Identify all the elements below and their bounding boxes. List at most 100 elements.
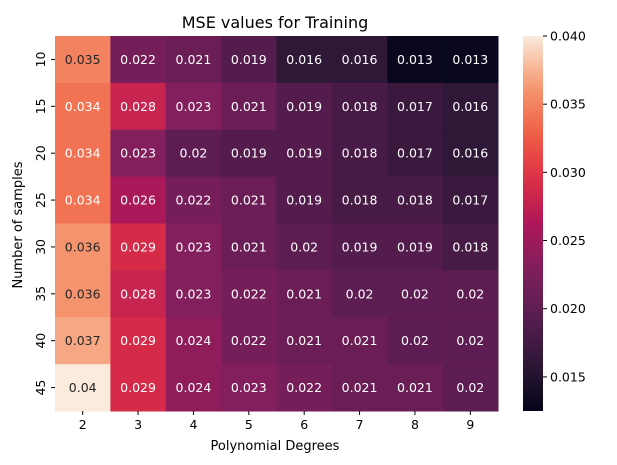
heatmap-cell — [442, 270, 499, 318]
heatmap-cell — [387, 223, 444, 271]
y-tick-label: 15 — [33, 98, 48, 114]
cell-value-label: 0.04 — [69, 380, 97, 395]
cell-value-label: 0.02 — [401, 333, 429, 348]
heatmap-cell — [387, 82, 444, 131]
y-axis-label: Number of samples — [11, 161, 26, 288]
heatmap-cell — [165, 176, 222, 224]
cell-value-label: 0.023 — [176, 286, 212, 301]
heatmap-cell — [276, 82, 333, 131]
heatmap-cell — [331, 317, 388, 365]
heatmap-cell — [110, 176, 167, 224]
heatmap-cell — [221, 129, 277, 178]
heatmap-cell — [442, 364, 499, 412]
cell-value-label: 0.019 — [231, 52, 267, 67]
cell-value-label: 0.035 — [65, 52, 101, 67]
cell-value-label: 0.036 — [65, 286, 101, 301]
cell-value-label: 0.016 — [452, 99, 488, 114]
cell-value-label: 0.02 — [346, 286, 374, 301]
cell-value-label: 0.021 — [176, 52, 212, 67]
cell-value-label: 0.016 — [286, 52, 322, 67]
cell-value-label: 0.019 — [286, 99, 322, 114]
heatmap-cell — [331, 176, 388, 224]
heatmap-cell — [165, 317, 222, 365]
heatmap-cell — [442, 129, 499, 178]
x-tick-label: 2 — [79, 417, 87, 432]
cell-value-label: 0.037 — [65, 333, 101, 348]
heatmap-cell — [387, 364, 444, 412]
cell-value-label: 0.029 — [120, 380, 156, 395]
cell-value-label: 0.019 — [397, 239, 433, 254]
cell-value-label: 0.034 — [65, 193, 101, 208]
cell-value-label: 0.024 — [176, 333, 212, 348]
heatmap-cell — [442, 223, 499, 271]
cell-value-label: 0.026 — [120, 193, 156, 208]
heatmap-cell — [110, 82, 167, 131]
cell-value-label: 0.023 — [176, 239, 212, 254]
cell-value-label: 0.021 — [231, 239, 267, 254]
x-tick-label: 6 — [300, 417, 308, 432]
y-tick-label: 45 — [33, 380, 48, 396]
x-axis-label: Polynomial Degrees — [211, 439, 340, 454]
cell-value-label: 0.02 — [290, 239, 318, 254]
cell-value-label: 0.019 — [286, 193, 322, 208]
x-tick-label: 7 — [356, 417, 364, 432]
heatmap-cell — [387, 36, 444, 84]
cell-value-label: 0.022 — [286, 380, 322, 395]
cell-value-label: 0.02 — [456, 333, 484, 348]
heatmap-cell — [276, 317, 333, 365]
cell-value-label: 0.028 — [120, 286, 156, 301]
heatmap-cells: 0.035 0.022 0.021 0.019 0.016 0.016 0.013 0.013… — [55, 36, 499, 412]
heatmap-cell — [221, 270, 277, 318]
x-tick-label: 3 — [134, 417, 142, 432]
heatmap-cell — [110, 364, 167, 412]
heatmap-cell — [331, 36, 388, 84]
y-axis-ticks: 10 15 20 25 30 35 40 45 — [33, 51, 55, 396]
cell-value-label: 0.034 — [65, 146, 101, 161]
heatmap-cell — [276, 364, 333, 412]
heatmap-cell — [221, 82, 277, 131]
heatmap-cell — [110, 270, 167, 318]
cell-value-label: 0.018 — [397, 193, 433, 208]
heatmap-cell — [331, 129, 388, 178]
cell-value-label: 0.034 — [65, 99, 101, 114]
heatmap-cell — [387, 317, 444, 365]
y-tick-label: 20 — [33, 145, 48, 161]
heatmap-cell — [221, 317, 277, 365]
cell-value-label: 0.019 — [342, 239, 378, 254]
colorbar-tick-label: 0.035 — [550, 97, 586, 112]
heatmap-cell — [165, 36, 222, 84]
colorbar-tick-label: 0.040 — [550, 29, 586, 44]
heatmap-cell — [110, 223, 167, 271]
cell-value-label: 0.018 — [452, 239, 488, 254]
heatmap-cell — [276, 270, 333, 318]
y-tick-label: 10 — [33, 51, 48, 67]
heatmap-cell — [387, 176, 444, 224]
heatmap-cell — [331, 82, 388, 131]
cell-value-label: 0.021 — [342, 380, 378, 395]
chart-title: MSE values for Training — [182, 13, 369, 32]
heatmap-cell — [276, 176, 333, 224]
heatmap-cell — [165, 223, 222, 271]
x-tick-label: 4 — [189, 417, 197, 432]
heatmap-cell — [55, 317, 111, 365]
x-tick-label: 5 — [245, 417, 253, 432]
colorbar-tick-label: 0.020 — [550, 301, 586, 316]
cell-value-label: 0.029 — [120, 239, 156, 254]
heatmap-cell — [165, 364, 222, 412]
cell-value-label: 0.016 — [452, 146, 488, 161]
heatmap-cell — [55, 129, 111, 178]
cell-value-label: 0.013 — [397, 52, 433, 67]
cell-value-label: 0.019 — [231, 146, 267, 161]
heatmap-cell — [55, 82, 111, 131]
heatmap-cell — [221, 364, 277, 412]
heatmap-cell — [110, 36, 167, 84]
heatmap-cell — [55, 270, 111, 318]
colorbar-tick-label: 0.030 — [550, 165, 586, 180]
colorbar-tick-label: 0.015 — [550, 369, 586, 384]
heatmap-cell — [110, 129, 167, 178]
cell-value-label: 0.02 — [456, 286, 484, 301]
cell-value-label: 0.022 — [120, 52, 156, 67]
heatmap-cell — [165, 270, 222, 318]
cell-value-label: 0.021 — [231, 99, 267, 114]
